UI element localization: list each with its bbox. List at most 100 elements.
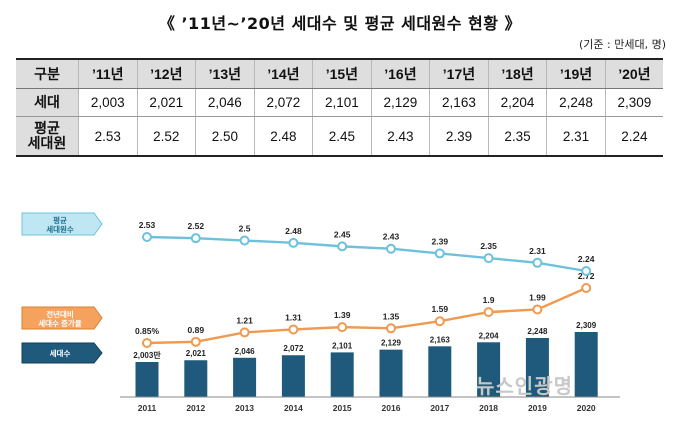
household-bar	[281, 355, 305, 397]
bar-value-label: 2,101	[332, 341, 353, 350]
table-cell: 2.39	[429, 116, 489, 157]
growth-rate-point	[483, 307, 494, 318]
bar-value-label: 2,129	[381, 339, 402, 348]
bar-value-label: 2,309	[576, 321, 597, 330]
table-cell: 2.48	[253, 116, 313, 157]
growth-rate-point	[288, 324, 299, 335]
avg-members-label: 2.52	[188, 221, 205, 231]
growth-rate-point	[434, 316, 445, 327]
legend-growth-rate-text: 전년대비	[46, 309, 74, 319]
row-label: 세대	[16, 88, 79, 117]
growth-rate-label: 0.85%	[135, 326, 160, 336]
x-tick-label: 2016	[382, 403, 401, 413]
year-header: ’19년	[546, 59, 606, 89]
growth-rate-point	[337, 322, 348, 333]
household-bar	[574, 332, 598, 397]
growth-rate-label: 1.35	[383, 311, 400, 321]
avg-members-label: 2.35	[480, 241, 497, 251]
table-cell: 2.24	[604, 116, 663, 157]
table-row: 평균 세대원 2.53 2.52 2.50 2.48 2.45 2.43 2.39…	[16, 116, 663, 157]
table-cell: 2.50	[195, 116, 255, 157]
x-tick-label: 2018	[479, 403, 498, 413]
avg-members-label: 2.39	[432, 236, 449, 246]
table-cell: 2,101	[312, 88, 372, 117]
growth-rate-label: 0.89	[188, 325, 205, 335]
table-cell: 2,046	[195, 88, 255, 117]
x-tick-label: 2015	[333, 403, 352, 413]
growth-rate-line	[146, 286, 587, 345]
avg-members-point	[142, 232, 152, 242]
avg-members-line	[146, 235, 587, 273]
bar-value-label: 2,163	[430, 335, 451, 344]
table-cell: 2.52	[136, 116, 196, 157]
x-tick-label: 2011	[138, 403, 157, 413]
x-tick-label: 2014	[284, 403, 303, 413]
table-cell: 2.31	[546, 116, 606, 157]
x-tick-label: 2019	[528, 403, 547, 413]
year-header: ’17년	[429, 59, 489, 89]
avg-members-point	[483, 253, 494, 264]
table-row: 세대 2,003 2,021 2,046 2,072 2,101 2,129 2…	[16, 88, 663, 117]
bar-value-label: 2,204	[479, 331, 500, 340]
growth-rate-label: 1.21	[236, 315, 253, 325]
growth-rate-label: 1.9	[483, 295, 495, 305]
table-header-row: 구분 ’11년 ’12년 ’13년 ’14년 ’15년 ’16년 ’17년 ’1…	[16, 59, 663, 89]
legend-growth-rate-box	[21, 306, 103, 330]
year-header: ’13년	[195, 59, 255, 89]
growth-rate-point	[581, 283, 592, 293]
avg-members-point	[337, 241, 348, 252]
bar-value-label: 2,248	[527, 327, 548, 336]
household-chart: 2,003만 2,021 2,046 2,072 2,101 2,129 2,163 2,20…	[21, 212, 620, 413]
watermark: 뉴스인광명	[476, 374, 573, 398]
avg-members-label: 2.45	[334, 229, 351, 239]
avg-members-point	[386, 243, 396, 254]
growth-rate-label: 1.59	[432, 304, 449, 314]
row-label: 평균 세대원	[16, 116, 79, 157]
year-header: ’11년	[78, 59, 138, 89]
unit-note: (기준 : 만세대, 명)	[579, 38, 666, 51]
row-label-line: 세대원	[27, 135, 67, 151]
legend-households-text: 세대수	[50, 348, 71, 358]
table-cell: 2,163	[429, 88, 489, 117]
year-header: ’14년	[253, 59, 313, 89]
household-bar	[477, 342, 501, 397]
year-header: ’20년	[604, 59, 663, 89]
avg-members-point	[288, 237, 299, 248]
table-cell: 2.35	[487, 116, 547, 157]
avg-members-label: 2.53	[139, 220, 156, 230]
year-header: ’12년	[136, 59, 196, 89]
growth-rate-point	[190, 336, 201, 347]
table-cell: 2,021	[136, 88, 196, 117]
growth-rate-label: 1.99	[529, 292, 546, 302]
avg-members-point	[190, 233, 201, 244]
household-bar	[135, 362, 159, 397]
page-title: 《 ’11년~’20년 세대수 및 평균 세대원수 현황 》	[158, 14, 522, 33]
x-tick-label: 2017	[430, 403, 449, 413]
household-bar	[330, 352, 354, 397]
table-corner-cell: 구분	[16, 59, 79, 89]
avg-members-point	[581, 266, 592, 276]
row-label-line: 평균	[34, 120, 60, 136]
x-tick-label: 2012	[186, 403, 205, 413]
avg-members-label: 2.24	[578, 254, 595, 264]
table-cell: 2.43	[370, 116, 430, 157]
bar-value-label: 2,046	[235, 347, 256, 356]
table-cell: 2,003	[78, 88, 138, 117]
household-bar	[233, 357, 257, 397]
avg-members-label: 2.48	[285, 226, 302, 236]
legend-households-box	[21, 342, 103, 364]
year-header: ’16년	[370, 59, 430, 89]
growth-rate-point	[532, 304, 543, 315]
avg-members-point	[532, 257, 543, 268]
household-bar	[379, 349, 403, 397]
table-cell: 2,204	[487, 88, 547, 117]
avg-members-label: 2.5	[239, 224, 251, 234]
avg-members-point	[239, 235, 250, 246]
growth-rate-label: 2.72	[578, 271, 595, 281]
year-header: ’18년	[487, 59, 547, 89]
household-bar	[184, 360, 208, 397]
legend-avg-members-text: 평균	[53, 215, 67, 225]
bar-value-label: 2,003만	[133, 350, 161, 360]
stats-table: 구분 ’11년 ’12년 ’13년 ’14년 ’15년 ’16년 ’17년 ’1…	[16, 58, 663, 157]
household-bar	[525, 337, 549, 397]
